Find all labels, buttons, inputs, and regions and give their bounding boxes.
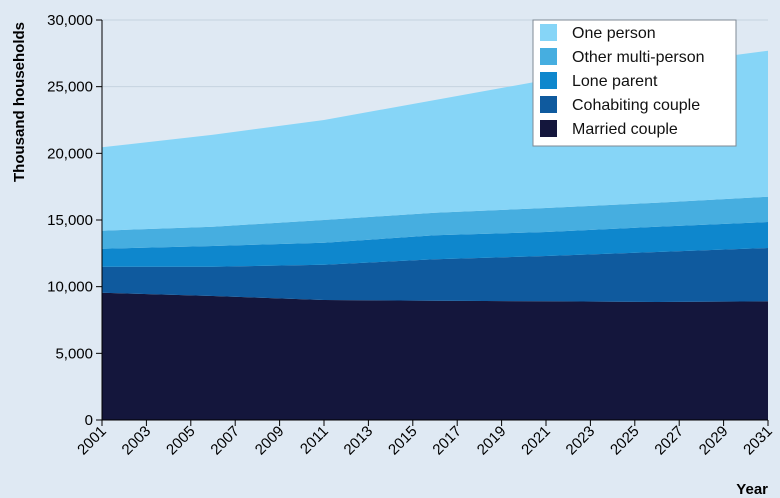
legend-label-lone-parent: Lone parent [572, 73, 658, 90]
x-tick-label: 2023 [563, 423, 599, 459]
x-tick-label: 2011 [297, 423, 332, 458]
x-tick-label: 2001 [74, 423, 110, 459]
x-tick-label: 2031 [740, 423, 776, 459]
y-tick-label: 0 [85, 412, 93, 429]
x-tick-label: 2029 [696, 423, 732, 459]
y-tick-label: 30,000 [47, 12, 93, 29]
x-tick-label: 2021 [518, 423, 554, 459]
x-tick-label: 2013 [341, 423, 377, 459]
legend-label-other-multi-person: Other multi-person [572, 49, 705, 66]
y-axis-title: Thousand households [11, 22, 28, 182]
x-tick-label: 2027 [651, 423, 687, 459]
x-tick-label: 2007 [207, 423, 243, 459]
x-tick-label: 2009 [252, 423, 288, 459]
y-tick-label: 25,000 [47, 79, 93, 96]
legend-swatch-married-couple [540, 120, 557, 137]
x-tick-label: 2019 [474, 423, 510, 459]
x-tick-label: 2025 [607, 423, 643, 459]
x-tick-label: 2003 [119, 423, 155, 459]
legend-swatch-other-multi-person [540, 48, 557, 65]
legend-label-married-couple: Married couple [572, 121, 678, 138]
legend-swatch-lone-parent [540, 72, 557, 89]
legend-swatch-one-person [540, 24, 557, 41]
y-ticks: 0 5,000 10,000 15,000 20,000 25,000 30,000 [47, 12, 102, 429]
legend-label-one-person: One person [572, 25, 656, 42]
y-tick-label: 15,000 [47, 212, 93, 229]
legend-swatch-cohabiting-couple [540, 96, 557, 113]
x-tick-label: 2015 [385, 423, 421, 459]
area-other-multi-person [102, 196, 768, 249]
legend-box [532, 19, 737, 147]
x-tick-label: 2005 [163, 423, 199, 459]
x-axis-title: Year [736, 481, 768, 498]
x-tick-label: 2017 [429, 423, 465, 459]
area-married-couple [102, 292, 768, 420]
legend: One person Other multi-person Lone parent C… [532, 19, 737, 147]
legend-label-cohabiting-couple: Cohabiting couple [572, 97, 700, 114]
area-lone-parent [102, 222, 768, 267]
y-tick-label: 5,000 [55, 345, 93, 362]
y-tick-label: 20,000 [47, 145, 93, 162]
area-cohabiting-couple [102, 248, 768, 302]
y-tick-label: 10,000 [47, 279, 93, 296]
x-ticks: 2001 2003 2005 2007 2009 2011 2013 2015 2017 2019… [74, 420, 776, 458]
